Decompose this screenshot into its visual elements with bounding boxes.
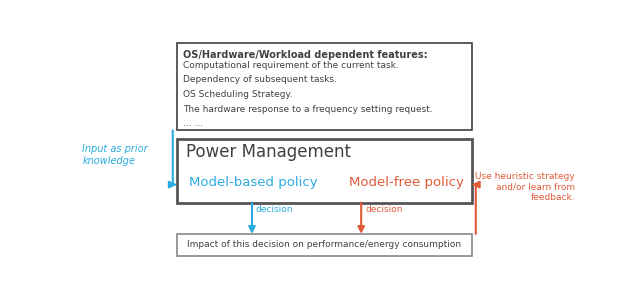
Text: Impact of this decision on performance/energy consumption: Impact of this decision on performance/e… [188,240,461,249]
Text: ... ...: ... ... [182,119,203,128]
Text: Use heuristic strategy
and/or learn from
feedback.: Use heuristic strategy and/or learn from… [476,172,575,202]
Text: decision: decision [365,205,403,214]
FancyBboxPatch shape [177,139,472,203]
Text: The hardware response to a frequency setting request.: The hardware response to a frequency set… [182,104,433,114]
Text: Dependency of subsequent tasks.: Dependency of subsequent tasks. [182,75,337,84]
Text: OS Scheduling Strategy.: OS Scheduling Strategy. [182,90,292,99]
Text: decision: decision [256,205,294,214]
Text: OS/Hardware/Workload dependent features:: OS/Hardware/Workload dependent features: [182,50,428,60]
Text: Power Management: Power Management [186,143,351,161]
Text: Input as prior
knowledge: Input as prior knowledge [83,144,148,165]
Text: Model-based policy: Model-based policy [189,176,317,189]
FancyBboxPatch shape [177,43,472,130]
Text: Model-free policy: Model-free policy [349,176,464,189]
Text: Computational requirement of the current task.: Computational requirement of the current… [182,61,399,70]
FancyBboxPatch shape [177,234,472,256]
